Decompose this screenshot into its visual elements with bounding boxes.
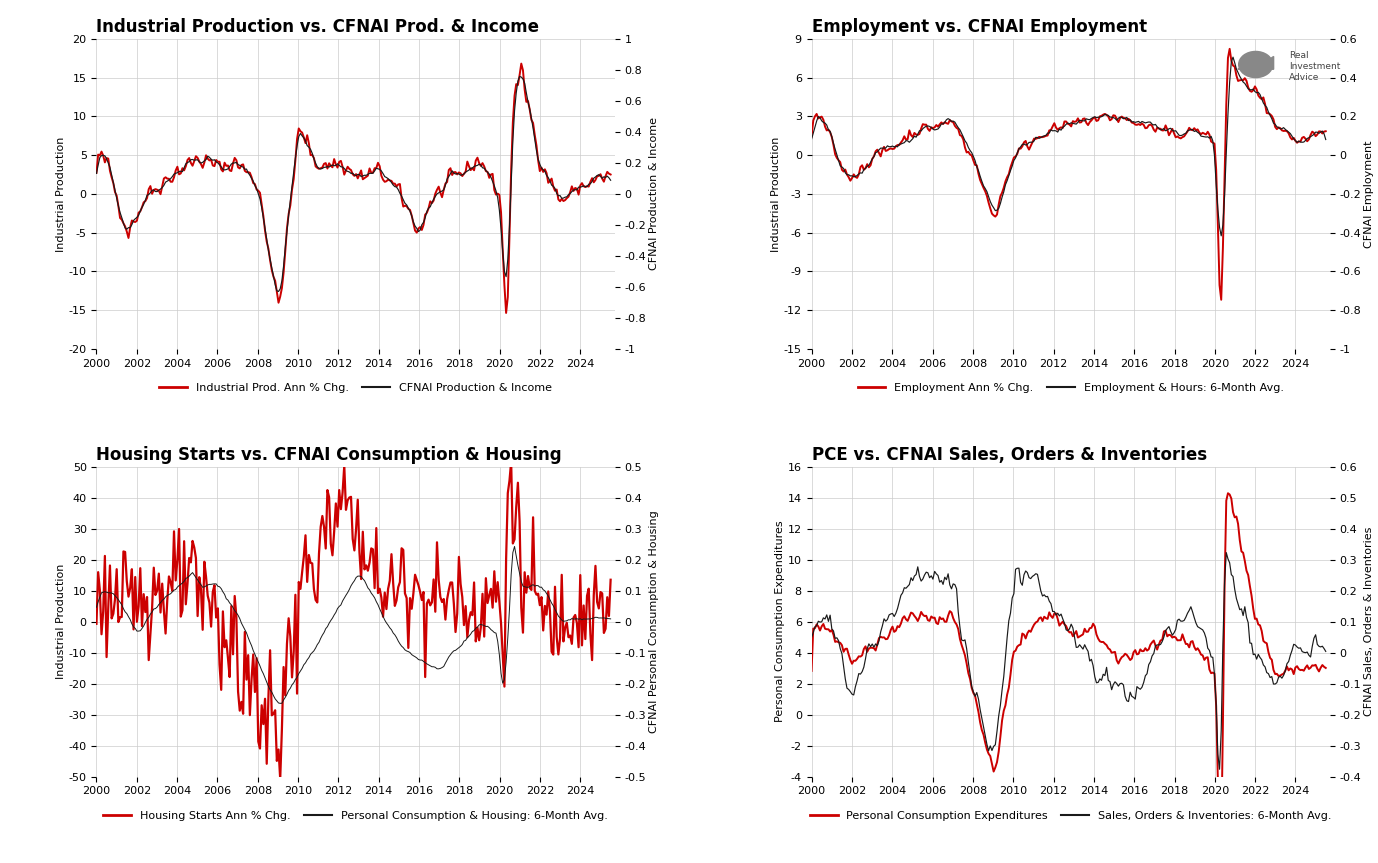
Legend: Employment Ann % Chg., Employment & Hours: 6-Month Avg.: Employment Ann % Chg., Employment & Hour… bbox=[853, 379, 1288, 398]
Y-axis label: CFNAI Sales, Orders & Inventories: CFNAI Sales, Orders & Inventories bbox=[1364, 527, 1374, 716]
Y-axis label: Personal Consumption Expenditures: Personal Consumption Expenditures bbox=[774, 521, 785, 722]
Legend: Housing Starts Ann % Chg., Personal Consumption & Housing: 6-Month Avg.: Housing Starts Ann % Chg., Personal Cons… bbox=[99, 807, 612, 825]
Legend: Industrial Prod. Ann % Chg., CFNAI Production & Income: Industrial Prod. Ann % Chg., CFNAI Produ… bbox=[154, 379, 557, 398]
Y-axis label: Industrial Production: Industrial Production bbox=[56, 564, 66, 679]
Text: Industrial Production vs. CFNAI Prod. & Income: Industrial Production vs. CFNAI Prod. & … bbox=[96, 18, 539, 36]
Text: PCE vs. CFNAI Sales, Orders & Inventories: PCE vs. CFNAI Sales, Orders & Inventorie… bbox=[812, 445, 1207, 463]
Polygon shape bbox=[1237, 56, 1255, 69]
Y-axis label: Industrial Production: Industrial Production bbox=[56, 136, 66, 251]
Y-axis label: CFNAI Production & Income: CFNAI Production & Income bbox=[649, 117, 659, 270]
Text: Real
Investment
Advice: Real Investment Advice bbox=[1288, 51, 1341, 83]
Ellipse shape bbox=[1239, 52, 1273, 78]
Polygon shape bbox=[1255, 56, 1273, 69]
Text: Housing Starts vs. CFNAI Consumption & Housing: Housing Starts vs. CFNAI Consumption & H… bbox=[96, 445, 562, 463]
Text: Employment vs. CFNAI Employment: Employment vs. CFNAI Employment bbox=[812, 18, 1146, 36]
Y-axis label: Industrial Production: Industrial Production bbox=[770, 136, 781, 251]
Y-axis label: CFNAI Employment: CFNAI Employment bbox=[1364, 140, 1374, 248]
Legend: Personal Consumption Expenditures, Sales, Orders & Inventories: 6-Month Avg.: Personal Consumption Expenditures, Sales… bbox=[805, 807, 1337, 825]
Y-axis label: CFNAI Personal Consumption & Housing: CFNAI Personal Consumption & Housing bbox=[649, 510, 659, 733]
